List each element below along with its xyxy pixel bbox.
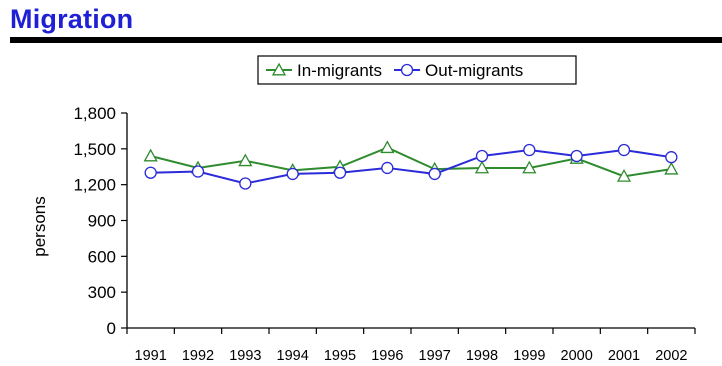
data-point-circle xyxy=(191,165,205,178)
x-tick-label: 2002 xyxy=(655,348,687,364)
x-tick-label: 2001 xyxy=(608,348,640,364)
data-point-circle xyxy=(475,149,489,163)
series-1 xyxy=(144,143,678,190)
data-point-triangle xyxy=(271,62,287,76)
data-point-circle xyxy=(286,167,299,181)
legend-label: Out-migrants xyxy=(425,61,523,80)
x-axis: 1991 1992 1993 1994 1995 1996 1997 1998 1999 2000… xyxy=(126,327,696,364)
x-tick-label: 2000 xyxy=(561,348,593,364)
series-line xyxy=(150,149,672,185)
x-tick-label: 1993 xyxy=(229,348,261,364)
data-point-circle xyxy=(570,149,583,163)
x-tick-label: 1996 xyxy=(371,348,403,364)
y-axis-label: persons xyxy=(30,196,49,256)
data-point-triangle xyxy=(143,148,158,162)
x-tick-label: 1997 xyxy=(419,348,451,364)
x-tick-label: 1994 xyxy=(277,348,309,364)
data-point-triangle xyxy=(664,161,679,175)
data-point-circle xyxy=(144,166,157,179)
data-point-circle xyxy=(617,143,631,157)
series-0 xyxy=(143,140,679,182)
y-tick-label: 1,200 xyxy=(73,176,116,195)
legend-label: In-migrants xyxy=(297,61,382,80)
x-tick-label: 1992 xyxy=(182,348,214,364)
data-point-triangle xyxy=(238,153,253,167)
data-point-circle xyxy=(333,166,347,179)
y-tick-label: 900 xyxy=(88,212,116,231)
x-tick-label: 1998 xyxy=(466,348,498,364)
page-title: Migration xyxy=(10,4,134,34)
x-tick-label: 1991 xyxy=(135,348,167,364)
data-point-triangle xyxy=(380,140,395,154)
legend-entry: In-migrants xyxy=(266,61,382,80)
x-tick-label: 1995 xyxy=(324,348,356,364)
data-point-circle xyxy=(523,143,536,157)
data-point-triangle xyxy=(474,160,490,174)
data-point-circle xyxy=(239,177,252,190)
y-tick-label: 1,500 xyxy=(73,140,116,159)
data-point-circle xyxy=(665,151,678,164)
y-tick-label: 600 xyxy=(88,247,116,266)
title-divider xyxy=(10,37,722,43)
data-point-circle xyxy=(428,167,441,181)
legend-entry: Out-migrants xyxy=(394,61,523,80)
y-tick-label: 300 xyxy=(88,283,116,302)
data-point-circle xyxy=(381,161,394,175)
x-tick-label: 1999 xyxy=(513,348,545,364)
y-tick-label: 0 xyxy=(107,319,116,338)
data-point-triangle xyxy=(522,160,537,174)
series-line xyxy=(150,146,672,178)
plot-area xyxy=(143,140,679,190)
y-axis: 0 300 600 900 1,200 1,500 1,800 persons xyxy=(30,104,128,338)
legend: In-migrants Out-migrants xyxy=(257,55,577,85)
data-point-triangle xyxy=(616,168,632,182)
y-tick-label: 1,800 xyxy=(73,104,116,123)
data-point-circle xyxy=(400,63,414,77)
